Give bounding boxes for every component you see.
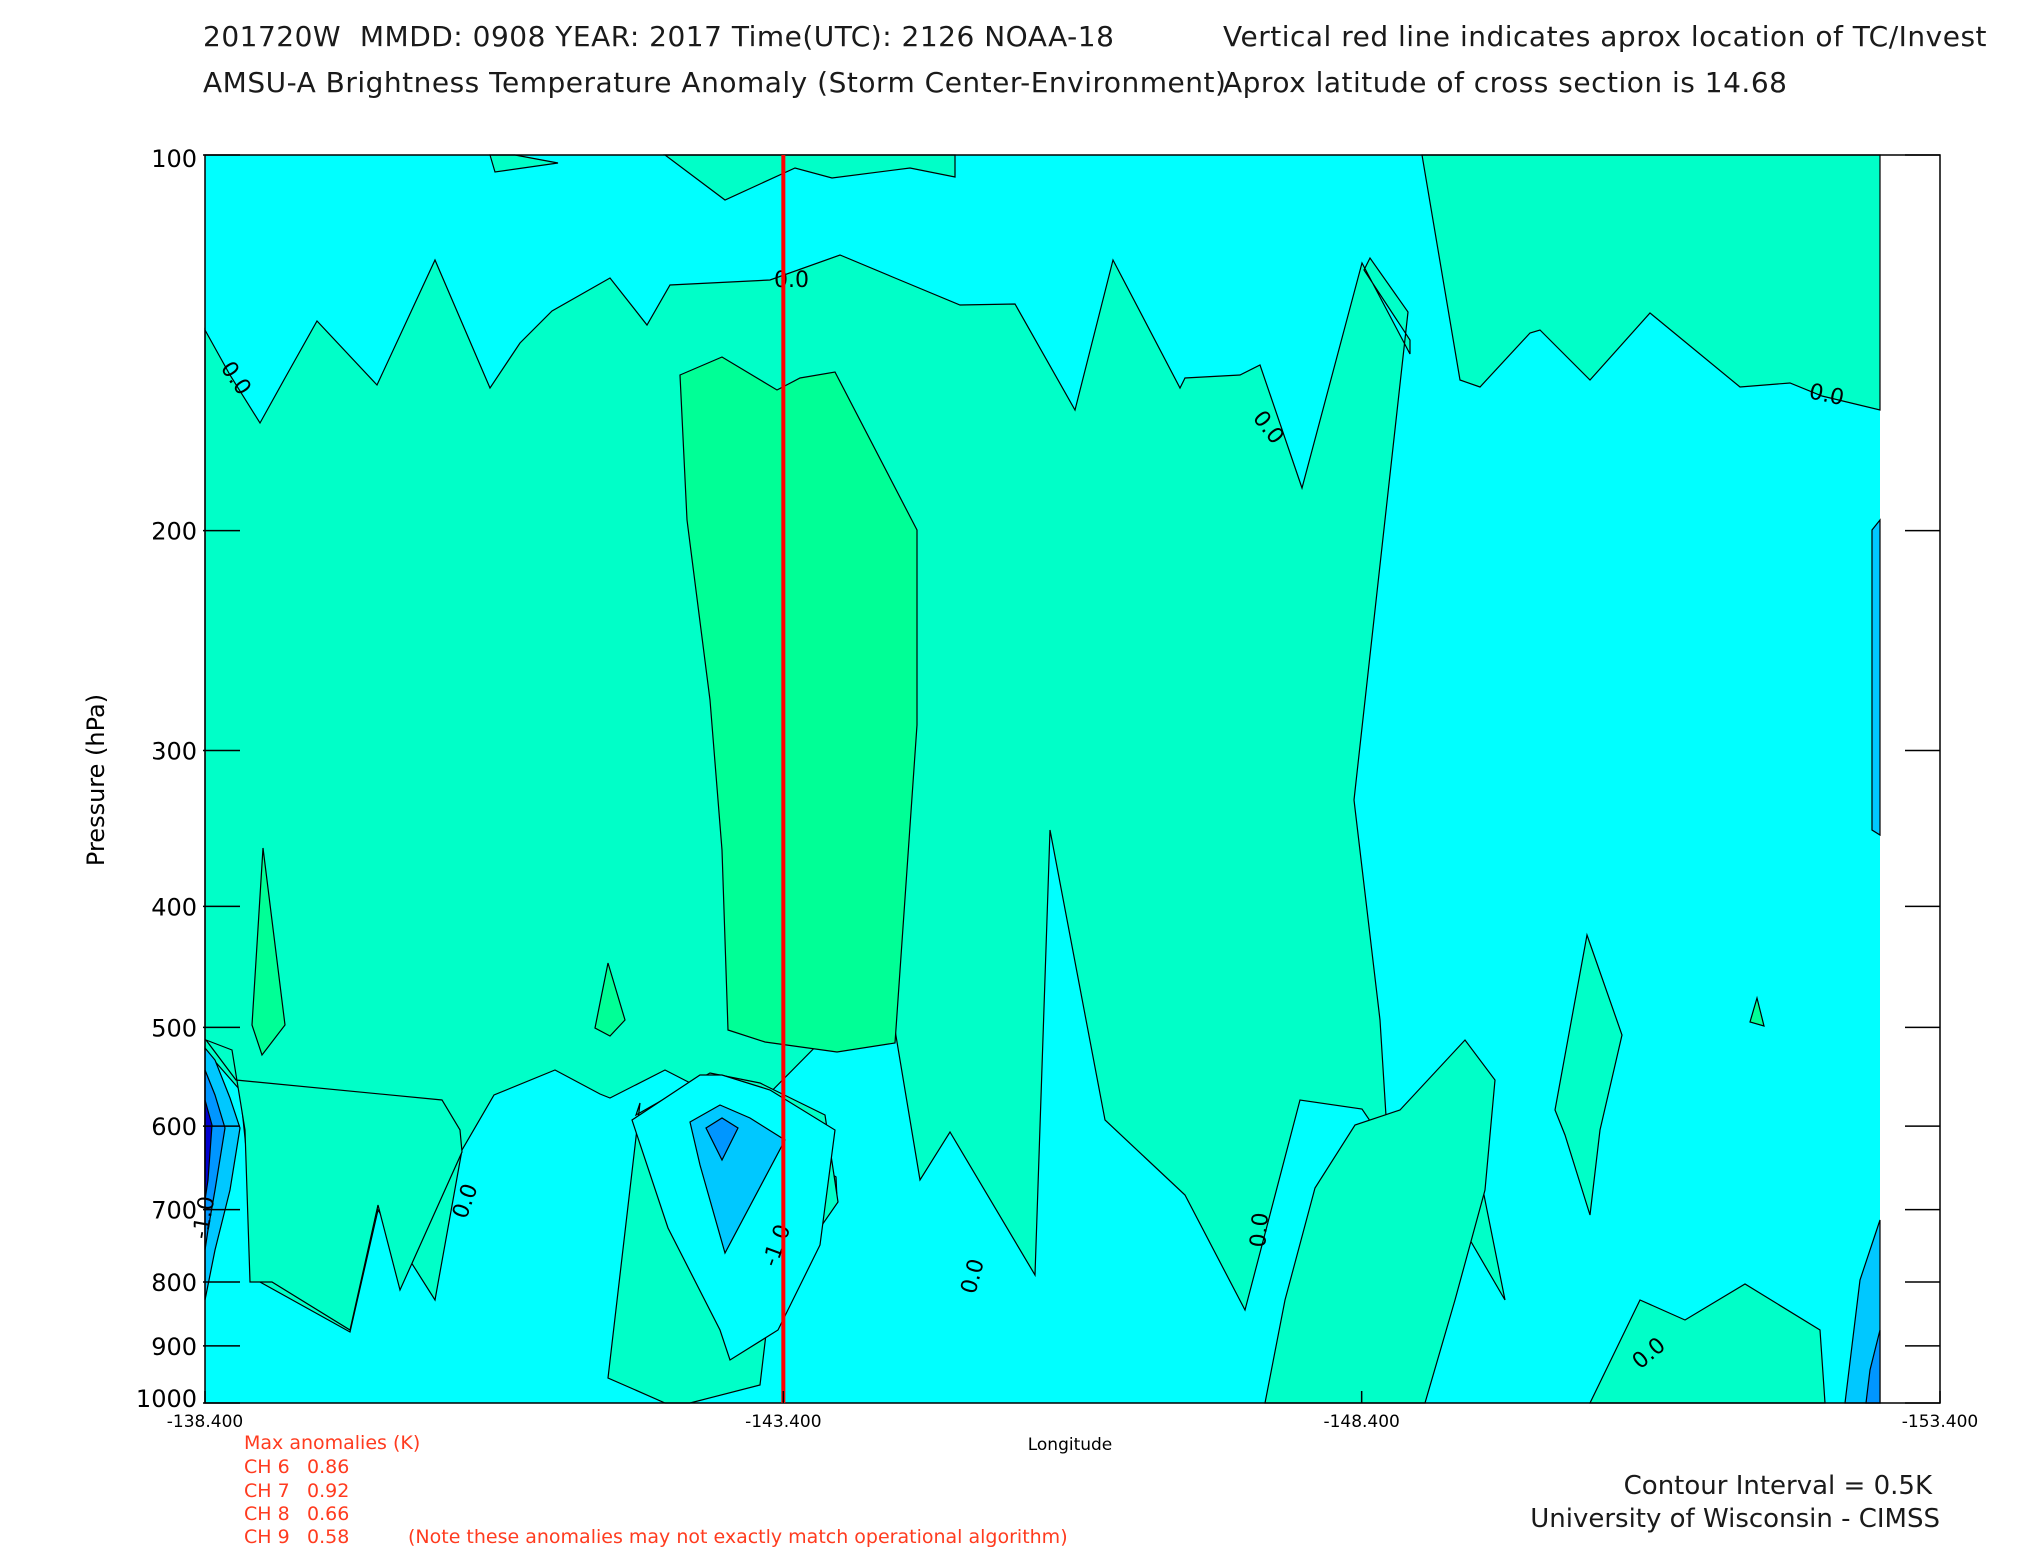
x-tick-label: -143.400 (745, 1412, 821, 1432)
header-line2-right: Aprox latitude of cross section is 14.68 (1223, 66, 1788, 99)
x-axis-title: Longitude (1028, 1435, 1113, 1455)
fill-level-0-0-upper-right (1421, 154, 1881, 411)
y-tick-label: 900 (151, 1333, 197, 1361)
x-tick-label: -148.400 (1323, 1412, 1399, 1432)
max-anomalies-title: Max anomalies (K) (244, 1432, 420, 1454)
plot-frame (204, 154, 1941, 1404)
y-tick-label: 100 (151, 145, 197, 173)
y-tick-label: 300 (151, 737, 197, 765)
y-tick-label: 200 (151, 518, 197, 546)
fill-level-0-5-left2 (594, 962, 626, 1037)
anomaly-ch7-label: CH 7 (244, 1480, 290, 1502)
fill-level-minus-1-0-right-top (1871, 518, 1881, 837)
max-anomalies-block: Max anomalies (K) CH 6 0.86 CH 7 0.92 CH… (244, 1432, 1068, 1548)
header-line1-right: Vertical red line indicates aprox locati… (1223, 20, 1988, 53)
y-tick-label: 800 (151, 1269, 197, 1297)
y-axis: 100 200 300 400 500 600 700 800 900 1000 (136, 145, 1940, 1413)
x-tick-label: -153.400 (1902, 1412, 1978, 1432)
credit: University of Wisconsin - CIMSS (1530, 1504, 1940, 1534)
contour-label: 0.0 (774, 268, 809, 293)
y-tick-label: 500 (151, 1014, 197, 1042)
anomaly-note: (Note these anomalies may not exactly ma… (408, 1526, 1068, 1548)
anomaly-ch8-value: 0.66 (307, 1503, 349, 1525)
contour-interval: Contour Interval = 0.5K (1624, 1471, 1933, 1501)
anomaly-ch6-label: CH 6 (244, 1456, 290, 1478)
fill-level-minus-1-5-inner (705, 1117, 739, 1162)
y-tick-label: 1000 (136, 1385, 197, 1413)
fill-level-0-5-right (1749, 995, 1765, 1027)
contour-fills (204, 154, 1881, 1404)
header-line2-left: AMSU-A Brightness Temperature Anomaly (S… (203, 66, 1227, 99)
y-tick-label: 600 (151, 1113, 197, 1141)
fill-level-0-0-right-column (1554, 932, 1623, 1216)
anomaly-ch7-value: 0.92 (307, 1480, 349, 1502)
y-tick-label: 400 (151, 893, 197, 921)
fill-level-0-0-lower-left (204, 1038, 463, 1331)
anomaly-ch6-value: 0.86 (307, 1456, 349, 1478)
header-line1-left: 201720W MMDD: 0908 YEAR: 2017 Time(UTC):… (203, 20, 1115, 53)
x-axis: -138.400 -143.400 -148.400 -153.400 (167, 1391, 1978, 1432)
anomaly-ch9-label: CH 9 (244, 1526, 290, 1548)
anomaly-ch9-value: 0.58 (307, 1526, 349, 1548)
y-tick-label: 700 (151, 1197, 197, 1225)
anomaly-ch8-label: CH 8 (244, 1503, 290, 1525)
y-axis-title: Pressure (hPa) (82, 694, 110, 866)
fill-level-0-5-left (251, 847, 286, 1057)
x-tick-label: -138.400 (167, 1412, 243, 1432)
contour-label: 0.0 (1246, 1211, 1274, 1248)
